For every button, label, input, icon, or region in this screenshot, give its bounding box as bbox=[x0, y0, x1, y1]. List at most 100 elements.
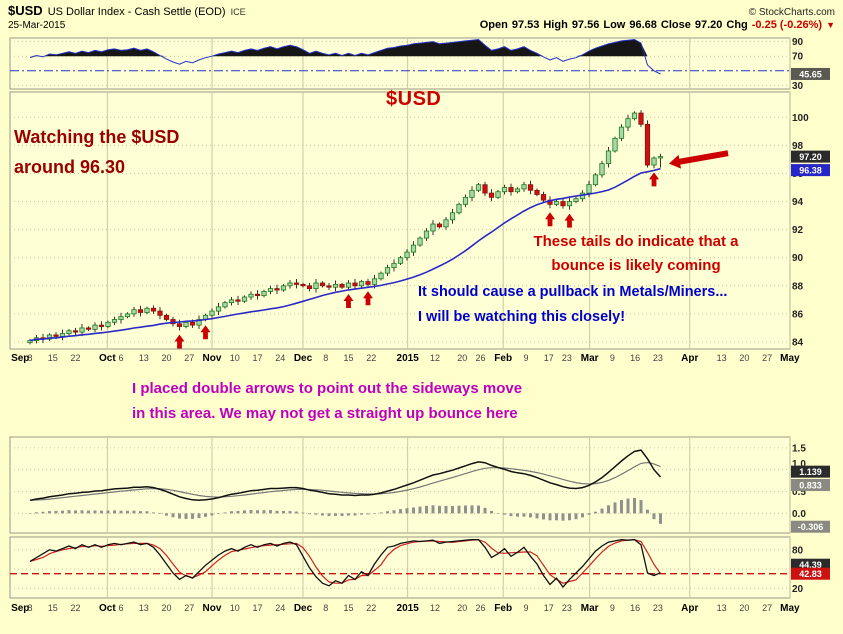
svg-text:86: 86 bbox=[792, 309, 804, 320]
svg-text:2015: 2015 bbox=[397, 353, 420, 364]
svg-text:22: 22 bbox=[70, 603, 80, 613]
svg-text:10: 10 bbox=[230, 353, 240, 363]
svg-text:Feb: Feb bbox=[494, 603, 512, 614]
svg-text:80: 80 bbox=[792, 545, 804, 556]
svg-text:Oct: Oct bbox=[99, 603, 116, 614]
svg-text:30: 30 bbox=[792, 81, 804, 92]
svg-text:16: 16 bbox=[630, 353, 640, 363]
svg-text:8: 8 bbox=[27, 603, 32, 613]
svg-text:27: 27 bbox=[762, 353, 772, 363]
close-value: 97.20 bbox=[694, 19, 723, 31]
svg-text:20: 20 bbox=[457, 353, 467, 363]
svg-text:Mar: Mar bbox=[581, 353, 599, 364]
svg-text:23: 23 bbox=[653, 353, 663, 363]
svg-text:Apr: Apr bbox=[681, 353, 698, 364]
svg-text:27: 27 bbox=[184, 353, 194, 363]
svg-text:23: 23 bbox=[562, 603, 572, 613]
svg-text:Dec: Dec bbox=[294, 603, 313, 614]
svg-text:23: 23 bbox=[653, 603, 663, 613]
stockcharts-credit-link[interactable]: © StockCharts.com bbox=[748, 7, 835, 18]
change-down-triangle-icon: ▼ bbox=[826, 20, 835, 30]
svg-text:15: 15 bbox=[48, 353, 58, 363]
svg-text:Feb: Feb bbox=[494, 353, 512, 364]
svg-text:9: 9 bbox=[523, 353, 528, 363]
svg-text:20: 20 bbox=[457, 603, 467, 613]
svg-text:15: 15 bbox=[343, 353, 353, 363]
svg-text:44.39: 44.39 bbox=[799, 560, 822, 570]
svg-text:Sep: Sep bbox=[11, 603, 29, 614]
svg-text:0.0: 0.0 bbox=[792, 509, 806, 520]
annotation-usd-title: $USD bbox=[386, 88, 442, 110]
svg-text:98: 98 bbox=[792, 141, 804, 152]
svg-text:12: 12 bbox=[430, 353, 440, 363]
svg-text:100: 100 bbox=[792, 113, 809, 124]
svg-text:22: 22 bbox=[366, 353, 376, 363]
svg-text:90: 90 bbox=[792, 37, 804, 48]
chart-date: 25-Mar-2015 bbox=[8, 20, 66, 31]
svg-text:27: 27 bbox=[184, 603, 194, 613]
chart-title: US Dollar Index - Cash Settle (EOD) bbox=[47, 6, 226, 18]
svg-text:12: 12 bbox=[430, 603, 440, 613]
ohlc-quote: Open 97.53 High 97.56 Low 96.68 Close 97… bbox=[480, 19, 835, 31]
open-value: 97.53 bbox=[511, 19, 540, 31]
svg-text:45.65: 45.65 bbox=[799, 69, 822, 79]
svg-text:88: 88 bbox=[792, 281, 804, 292]
svg-text:15: 15 bbox=[343, 603, 353, 613]
svg-text:42.83: 42.83 bbox=[799, 569, 822, 579]
svg-text:8: 8 bbox=[27, 353, 32, 363]
svg-text:90: 90 bbox=[792, 253, 804, 264]
svg-text:92: 92 bbox=[792, 225, 804, 236]
svg-text:23: 23 bbox=[562, 353, 572, 363]
svg-text:8: 8 bbox=[323, 353, 328, 363]
svg-text:0.5: 0.5 bbox=[792, 487, 806, 498]
svg-text:1.5: 1.5 bbox=[792, 443, 806, 454]
svg-text:Apr: Apr bbox=[681, 603, 698, 614]
chart-header: $USD US Dollar Index - Cash Settle (EOD)… bbox=[8, 3, 835, 31]
svg-text:Dec: Dec bbox=[294, 353, 313, 364]
svg-text:6: 6 bbox=[118, 603, 123, 613]
change-label: Chg bbox=[726, 19, 748, 31]
svg-text:2015: 2015 bbox=[397, 603, 420, 614]
change-value: -0.25 (-0.26%) bbox=[751, 19, 823, 31]
svg-text:26: 26 bbox=[475, 353, 485, 363]
svg-text:May: May bbox=[780, 603, 800, 614]
svg-text:70: 70 bbox=[792, 52, 804, 63]
svg-text:1.139: 1.139 bbox=[799, 467, 822, 477]
close-label: Close bbox=[660, 19, 691, 31]
svg-text:Nov: Nov bbox=[203, 603, 222, 614]
svg-text:Mar: Mar bbox=[581, 603, 599, 614]
svg-text:6: 6 bbox=[118, 353, 123, 363]
svg-text:-0.306: -0.306 bbox=[798, 522, 824, 532]
svg-text:17: 17 bbox=[252, 603, 262, 613]
svg-text:Oct: Oct bbox=[99, 353, 116, 364]
svg-text:84: 84 bbox=[792, 337, 804, 348]
svg-text:26: 26 bbox=[475, 603, 485, 613]
svg-text:20: 20 bbox=[739, 353, 749, 363]
svg-text:13: 13 bbox=[139, 353, 149, 363]
svg-text:May: May bbox=[780, 353, 800, 364]
svg-text:27: 27 bbox=[762, 603, 772, 613]
svg-text:17: 17 bbox=[544, 353, 554, 363]
svg-text:17: 17 bbox=[252, 353, 262, 363]
svg-text:20: 20 bbox=[161, 353, 171, 363]
high-value: 97.56 bbox=[571, 19, 600, 31]
annotation-metals-pullback: It should cause a pullback in Metals/Min… bbox=[418, 284, 728, 325]
annotation-double-arrows-note: I placed double arrows to point out the … bbox=[132, 380, 523, 422]
annotation-watching-usd: Watching the $USD around 96.30 bbox=[14, 127, 180, 177]
quote-row: 25-Mar-2015 Open 97.53 High 97.56 Low 96… bbox=[8, 19, 835, 31]
title-row: $USD US Dollar Index - Cash Settle (EOD)… bbox=[8, 3, 835, 18]
svg-text:20: 20 bbox=[161, 603, 171, 613]
svg-text:24: 24 bbox=[275, 603, 285, 613]
svg-text:Sep: Sep bbox=[11, 353, 29, 364]
exchange-label: ICE bbox=[230, 7, 246, 17]
svg-text:9: 9 bbox=[523, 603, 528, 613]
low-label: Low bbox=[603, 19, 626, 31]
svg-text:Nov: Nov bbox=[203, 353, 222, 364]
svg-text:20: 20 bbox=[792, 584, 804, 595]
high-label: High bbox=[543, 19, 568, 31]
symbol-label: $USD bbox=[8, 3, 43, 18]
svg-text:17: 17 bbox=[544, 603, 554, 613]
svg-text:22: 22 bbox=[366, 603, 376, 613]
svg-text:94: 94 bbox=[792, 197, 804, 208]
